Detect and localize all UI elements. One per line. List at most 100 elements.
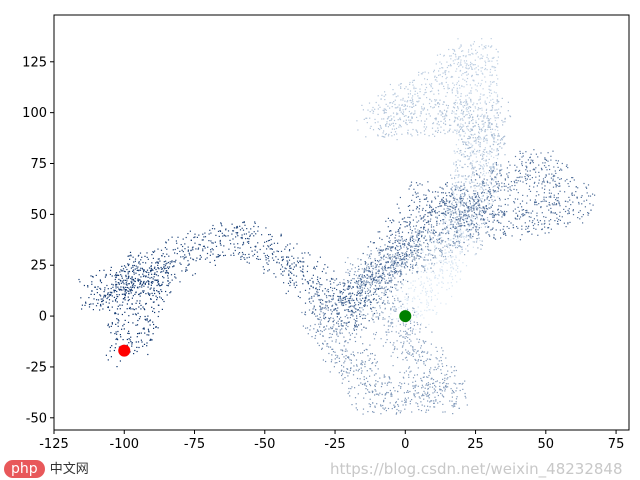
walk-point bbox=[498, 197, 501, 199]
walk-point bbox=[540, 152, 542, 154]
walk-point bbox=[431, 100, 433, 102]
walk-point bbox=[460, 189, 462, 191]
walk-point bbox=[440, 220, 442, 222]
walk-point bbox=[473, 153, 475, 155]
walk-point bbox=[489, 153, 491, 155]
walk-point bbox=[437, 278, 439, 280]
walk-point bbox=[337, 307, 339, 309]
walk-point bbox=[477, 141, 480, 143]
walk-point bbox=[400, 386, 402, 388]
walk-point bbox=[421, 249, 423, 251]
walk-point bbox=[359, 378, 361, 380]
walk-point bbox=[372, 242, 374, 244]
walk-point bbox=[421, 290, 423, 292]
walk-point bbox=[346, 322, 348, 325]
walk-point bbox=[424, 219, 426, 221]
walk-point bbox=[425, 290, 427, 293]
walk-point bbox=[333, 309, 335, 311]
walk-point bbox=[420, 256, 422, 258]
walk-point bbox=[360, 286, 362, 288]
walk-point bbox=[427, 388, 429, 390]
walk-point bbox=[497, 143, 499, 146]
walk-point bbox=[482, 138, 485, 140]
walk-point bbox=[422, 340, 424, 342]
walk-point bbox=[407, 205, 409, 207]
walk-point bbox=[436, 212, 438, 214]
walk-point bbox=[402, 254, 404, 256]
walk-point bbox=[467, 155, 469, 157]
walk-point bbox=[352, 374, 355, 376]
walk-point bbox=[432, 122, 435, 124]
walk-point bbox=[401, 238, 403, 240]
walk-point bbox=[412, 348, 414, 350]
walk-point bbox=[456, 124, 459, 126]
walk-point bbox=[321, 308, 323, 310]
walk-point bbox=[499, 142, 502, 144]
walk-point bbox=[402, 359, 404, 361]
walk-point bbox=[541, 228, 543, 230]
walk-point bbox=[378, 266, 380, 268]
walk-point bbox=[507, 198, 509, 200]
walk-point bbox=[436, 224, 438, 226]
walk-point bbox=[443, 88, 445, 90]
walk-point bbox=[473, 41, 475, 43]
walk-point bbox=[409, 205, 411, 207]
walk-point bbox=[338, 372, 340, 374]
walk-point bbox=[468, 54, 470, 56]
walk-point bbox=[461, 383, 463, 385]
walk-point bbox=[516, 182, 518, 184]
walk-point bbox=[531, 160, 534, 162]
walk-point bbox=[451, 194, 454, 196]
walk-point bbox=[401, 346, 404, 348]
walk-point bbox=[492, 195, 494, 197]
walk-point bbox=[371, 310, 373, 312]
walk-point bbox=[427, 376, 429, 378]
walk-point bbox=[476, 198, 478, 201]
walk-point bbox=[359, 287, 361, 289]
walk-point bbox=[454, 117, 456, 119]
walk-point bbox=[530, 159, 532, 161]
walk-point bbox=[464, 211, 466, 213]
walk-point bbox=[453, 195, 455, 198]
walk-point bbox=[415, 216, 417, 218]
walk-point bbox=[544, 162, 546, 164]
walk-point bbox=[455, 95, 457, 97]
walk-point bbox=[361, 287, 364, 289]
walk-point bbox=[362, 297, 364, 299]
walk-point bbox=[434, 257, 436, 260]
walk-point bbox=[327, 343, 329, 345]
walk-point bbox=[410, 330, 412, 332]
walk-point bbox=[370, 307, 372, 309]
walk-point bbox=[354, 336, 356, 338]
walk-point bbox=[372, 315, 374, 317]
walk-point bbox=[433, 241, 435, 243]
walk-point bbox=[407, 259, 409, 261]
walk-point bbox=[459, 198, 461, 200]
walk-point bbox=[499, 146, 501, 148]
walk-point bbox=[568, 185, 570, 187]
walk-point bbox=[477, 231, 479, 234]
walk-point bbox=[402, 113, 404, 115]
walk-point bbox=[463, 60, 465, 62]
walk-point bbox=[403, 382, 406, 384]
walk-point bbox=[478, 227, 480, 229]
walk-point bbox=[459, 239, 461, 241]
walk-point bbox=[411, 272, 413, 274]
walk-point bbox=[339, 332, 341, 335]
walk-point bbox=[430, 212, 432, 214]
walk-point bbox=[470, 133, 472, 135]
walk-point bbox=[366, 290, 368, 292]
walk-point bbox=[478, 131, 480, 133]
walk-point bbox=[354, 271, 356, 273]
walk-point bbox=[464, 395, 466, 397]
walk-point bbox=[289, 265, 291, 267]
walk-point bbox=[389, 249, 392, 251]
walk-point bbox=[464, 175, 466, 177]
walk-point bbox=[320, 309, 322, 311]
walk-point bbox=[405, 279, 407, 281]
walk-point bbox=[501, 168, 503, 171]
walk-point bbox=[447, 282, 449, 284]
walk-point bbox=[384, 275, 386, 277]
walk-point bbox=[427, 393, 429, 395]
walk-point bbox=[488, 207, 490, 209]
